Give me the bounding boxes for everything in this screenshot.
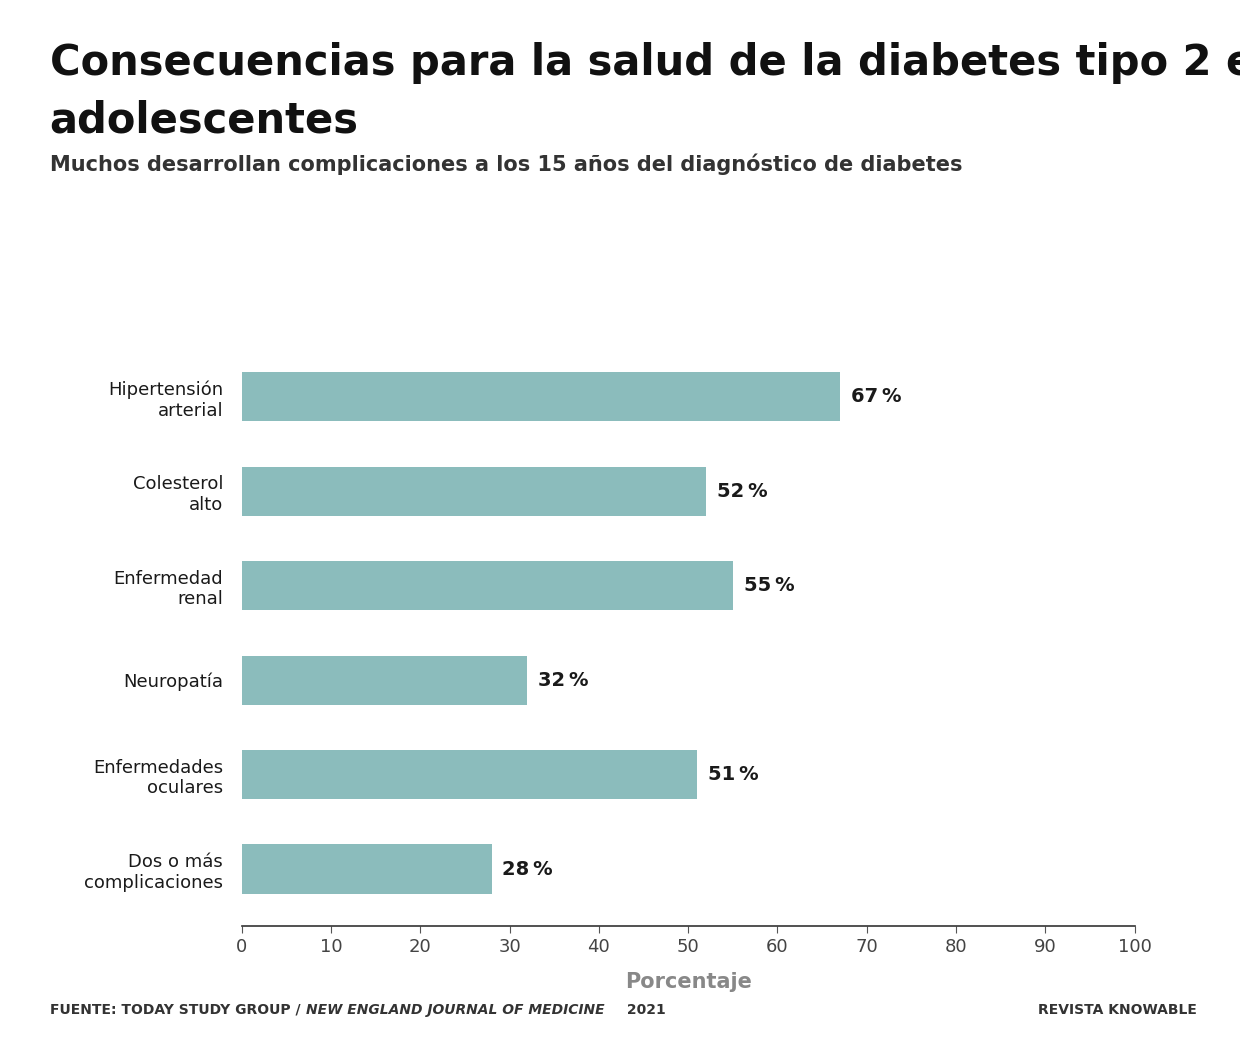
Text: FUENTE: TODAY STUDY GROUP /: FUENTE: TODAY STUDY GROUP /: [50, 1003, 305, 1017]
Text: 67 %: 67 %: [851, 387, 901, 406]
Text: adolescentes: adolescentes: [50, 99, 358, 141]
Bar: [242, 844, 492, 893]
Text: 55 %: 55 %: [744, 576, 794, 595]
Text: NEW ENGLAND JOURNAL OF MEDICINE: NEW ENGLAND JOURNAL OF MEDICINE: [306, 1003, 605, 1017]
Text: Consecuencias para la salud de la diabetes tipo 2 en: Consecuencias para la salud de la diabet…: [50, 42, 1240, 84]
Bar: [242, 750, 697, 799]
Bar: [242, 561, 733, 610]
Bar: [242, 656, 527, 705]
Text: REVISTA KNOWABLE: REVISTA KNOWABLE: [1038, 1003, 1197, 1017]
Bar: [242, 467, 706, 516]
Text: 28 %: 28 %: [502, 860, 553, 879]
Text: 52 %: 52 %: [717, 481, 768, 501]
Bar: [242, 372, 839, 422]
Text: 2021: 2021: [622, 1003, 666, 1017]
Text: 32 %: 32 %: [538, 670, 589, 689]
Text: Muchos desarrollan complicaciones a los 15 años del diagnóstico de diabetes: Muchos desarrollan complicaciones a los …: [50, 154, 962, 176]
Text: 51 %: 51 %: [708, 765, 759, 784]
X-axis label: Porcentaje: Porcentaje: [625, 972, 751, 993]
